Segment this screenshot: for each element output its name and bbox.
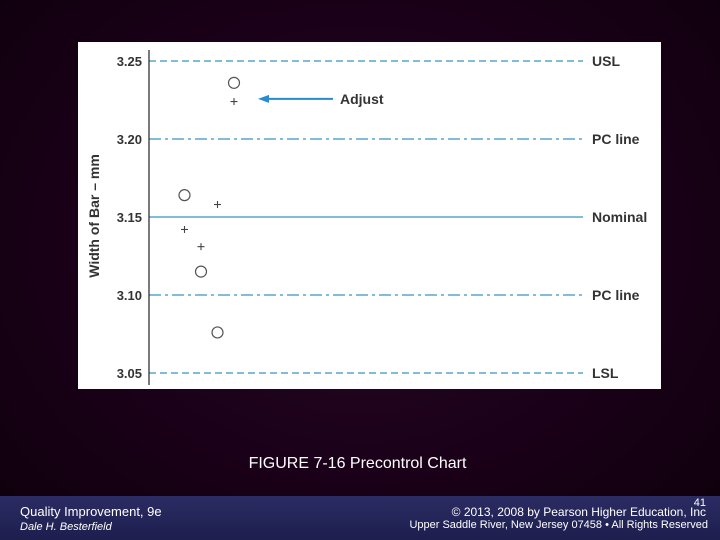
y-tick-labels: 3.25 3.20 3.15 3.10 3.05: [117, 54, 142, 381]
y-tick-label: 3.15: [117, 210, 142, 225]
slide-number: 41: [693, 497, 706, 509]
reference-line-label: PC line: [592, 131, 640, 147]
figure-caption: FIGURE 7-16 Precontrol Chart: [248, 455, 467, 472]
y-axis-label: Width of Bar – mm: [86, 154, 102, 278]
reference-line-labels: USL PC line Nominal PC line LSL: [592, 53, 647, 381]
y-tick-label: 3.10: [117, 288, 142, 303]
data-points: [178, 76, 241, 339]
annotation-label: Adjust: [340, 91, 384, 107]
author-name: Dale H. Besterfield: [20, 521, 112, 533]
circle-point: [211, 326, 224, 339]
plus-point: [197, 243, 205, 251]
chart-canvas: 3.25 3.20 3.15 3.10 3.05 Width of Bar – mm U…: [86, 50, 647, 385]
y-tick-label: 3.05: [117, 366, 142, 381]
circle-point: [178, 189, 191, 202]
y-tick-label: 3.20: [117, 132, 142, 147]
book-title: Quality Improvement, 9e: [20, 504, 162, 519]
reference-line-label: PC line: [592, 287, 640, 303]
y-tick-label: 3.25: [117, 54, 142, 69]
arrow-head-icon: [258, 94, 269, 103]
publisher-address: Upper Saddle River, New Jersey 07458 • A…: [409, 519, 708, 531]
annotations: Adjust: [258, 91, 384, 107]
adjust-annotation: Adjust: [258, 91, 384, 107]
plus-point: [230, 98, 238, 106]
reference-lines: [149, 60, 583, 374]
reference-line-label: LSL: [592, 365, 619, 381]
copyright-text: © 2013, 2008 by Pearson Higher Education…: [451, 505, 706, 519]
reference-line-label: USL: [592, 53, 620, 69]
circle-point: [194, 265, 208, 278]
plus-point: [214, 201, 221, 209]
precontrol-chart: 3.25 3.20 3.15 3.10 3.05 Width of Bar – mm U…: [78, 42, 661, 389]
plus-point: [181, 225, 188, 233]
footer-bar: Quality Improvement, 9e Dale H. Besterfi…: [0, 496, 720, 540]
circle-point: [227, 76, 241, 89]
reference-line-label: Nominal: [592, 209, 647, 225]
